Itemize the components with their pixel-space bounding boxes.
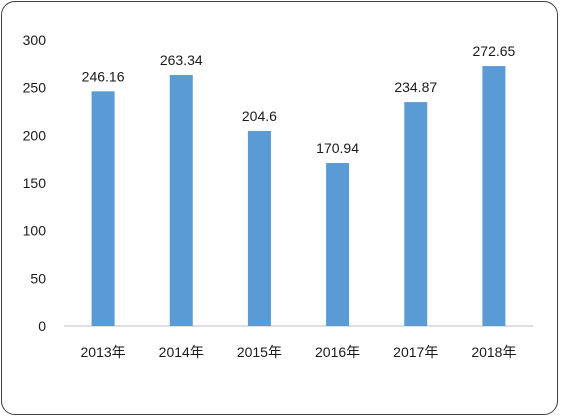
- data-label: 263.34: [160, 52, 203, 68]
- data-label: 272.65: [473, 43, 516, 59]
- bar-2017年: [404, 102, 428, 326]
- data-label: 246.16: [82, 68, 125, 84]
- y-tick-label: 100: [23, 223, 47, 239]
- data-labels: 246.16 263.34 204.6 170.94 234.87 272.65: [82, 43, 516, 156]
- y-tick-label: 250: [23, 80, 47, 96]
- bar-series: [91, 66, 506, 326]
- x-tick-label: 2013年: [81, 344, 126, 360]
- bar-2018年: [482, 66, 506, 326]
- data-label: 234.87: [394, 79, 437, 95]
- data-label: 170.94: [316, 140, 359, 156]
- bar-2014年: [169, 74, 193, 326]
- x-tick-label: 2017年: [393, 344, 438, 360]
- y-tick-label: 50: [30, 270, 46, 286]
- bar-2015年: [247, 130, 271, 326]
- y-tick-label: 150: [23, 175, 47, 191]
- x-axis-ticks: 2013年 2014年 2015年 2016年 2017年 2018年: [81, 344, 517, 360]
- bar-2016年: [326, 163, 350, 326]
- y-tick-label: 0: [38, 318, 46, 334]
- y-tick-label: 200: [23, 127, 47, 143]
- data-label: 204.6: [242, 108, 277, 124]
- x-tick-label: 2014年: [159, 344, 204, 360]
- y-axis-ticks: 0 50 100 150 200 250 300: [23, 32, 47, 334]
- x-tick-label: 2016年: [315, 344, 360, 360]
- x-tick-label: 2018年: [471, 344, 516, 360]
- x-tick-label: 2015年: [237, 344, 282, 360]
- y-tick-label: 300: [23, 32, 47, 48]
- bar-2013年: [91, 91, 115, 326]
